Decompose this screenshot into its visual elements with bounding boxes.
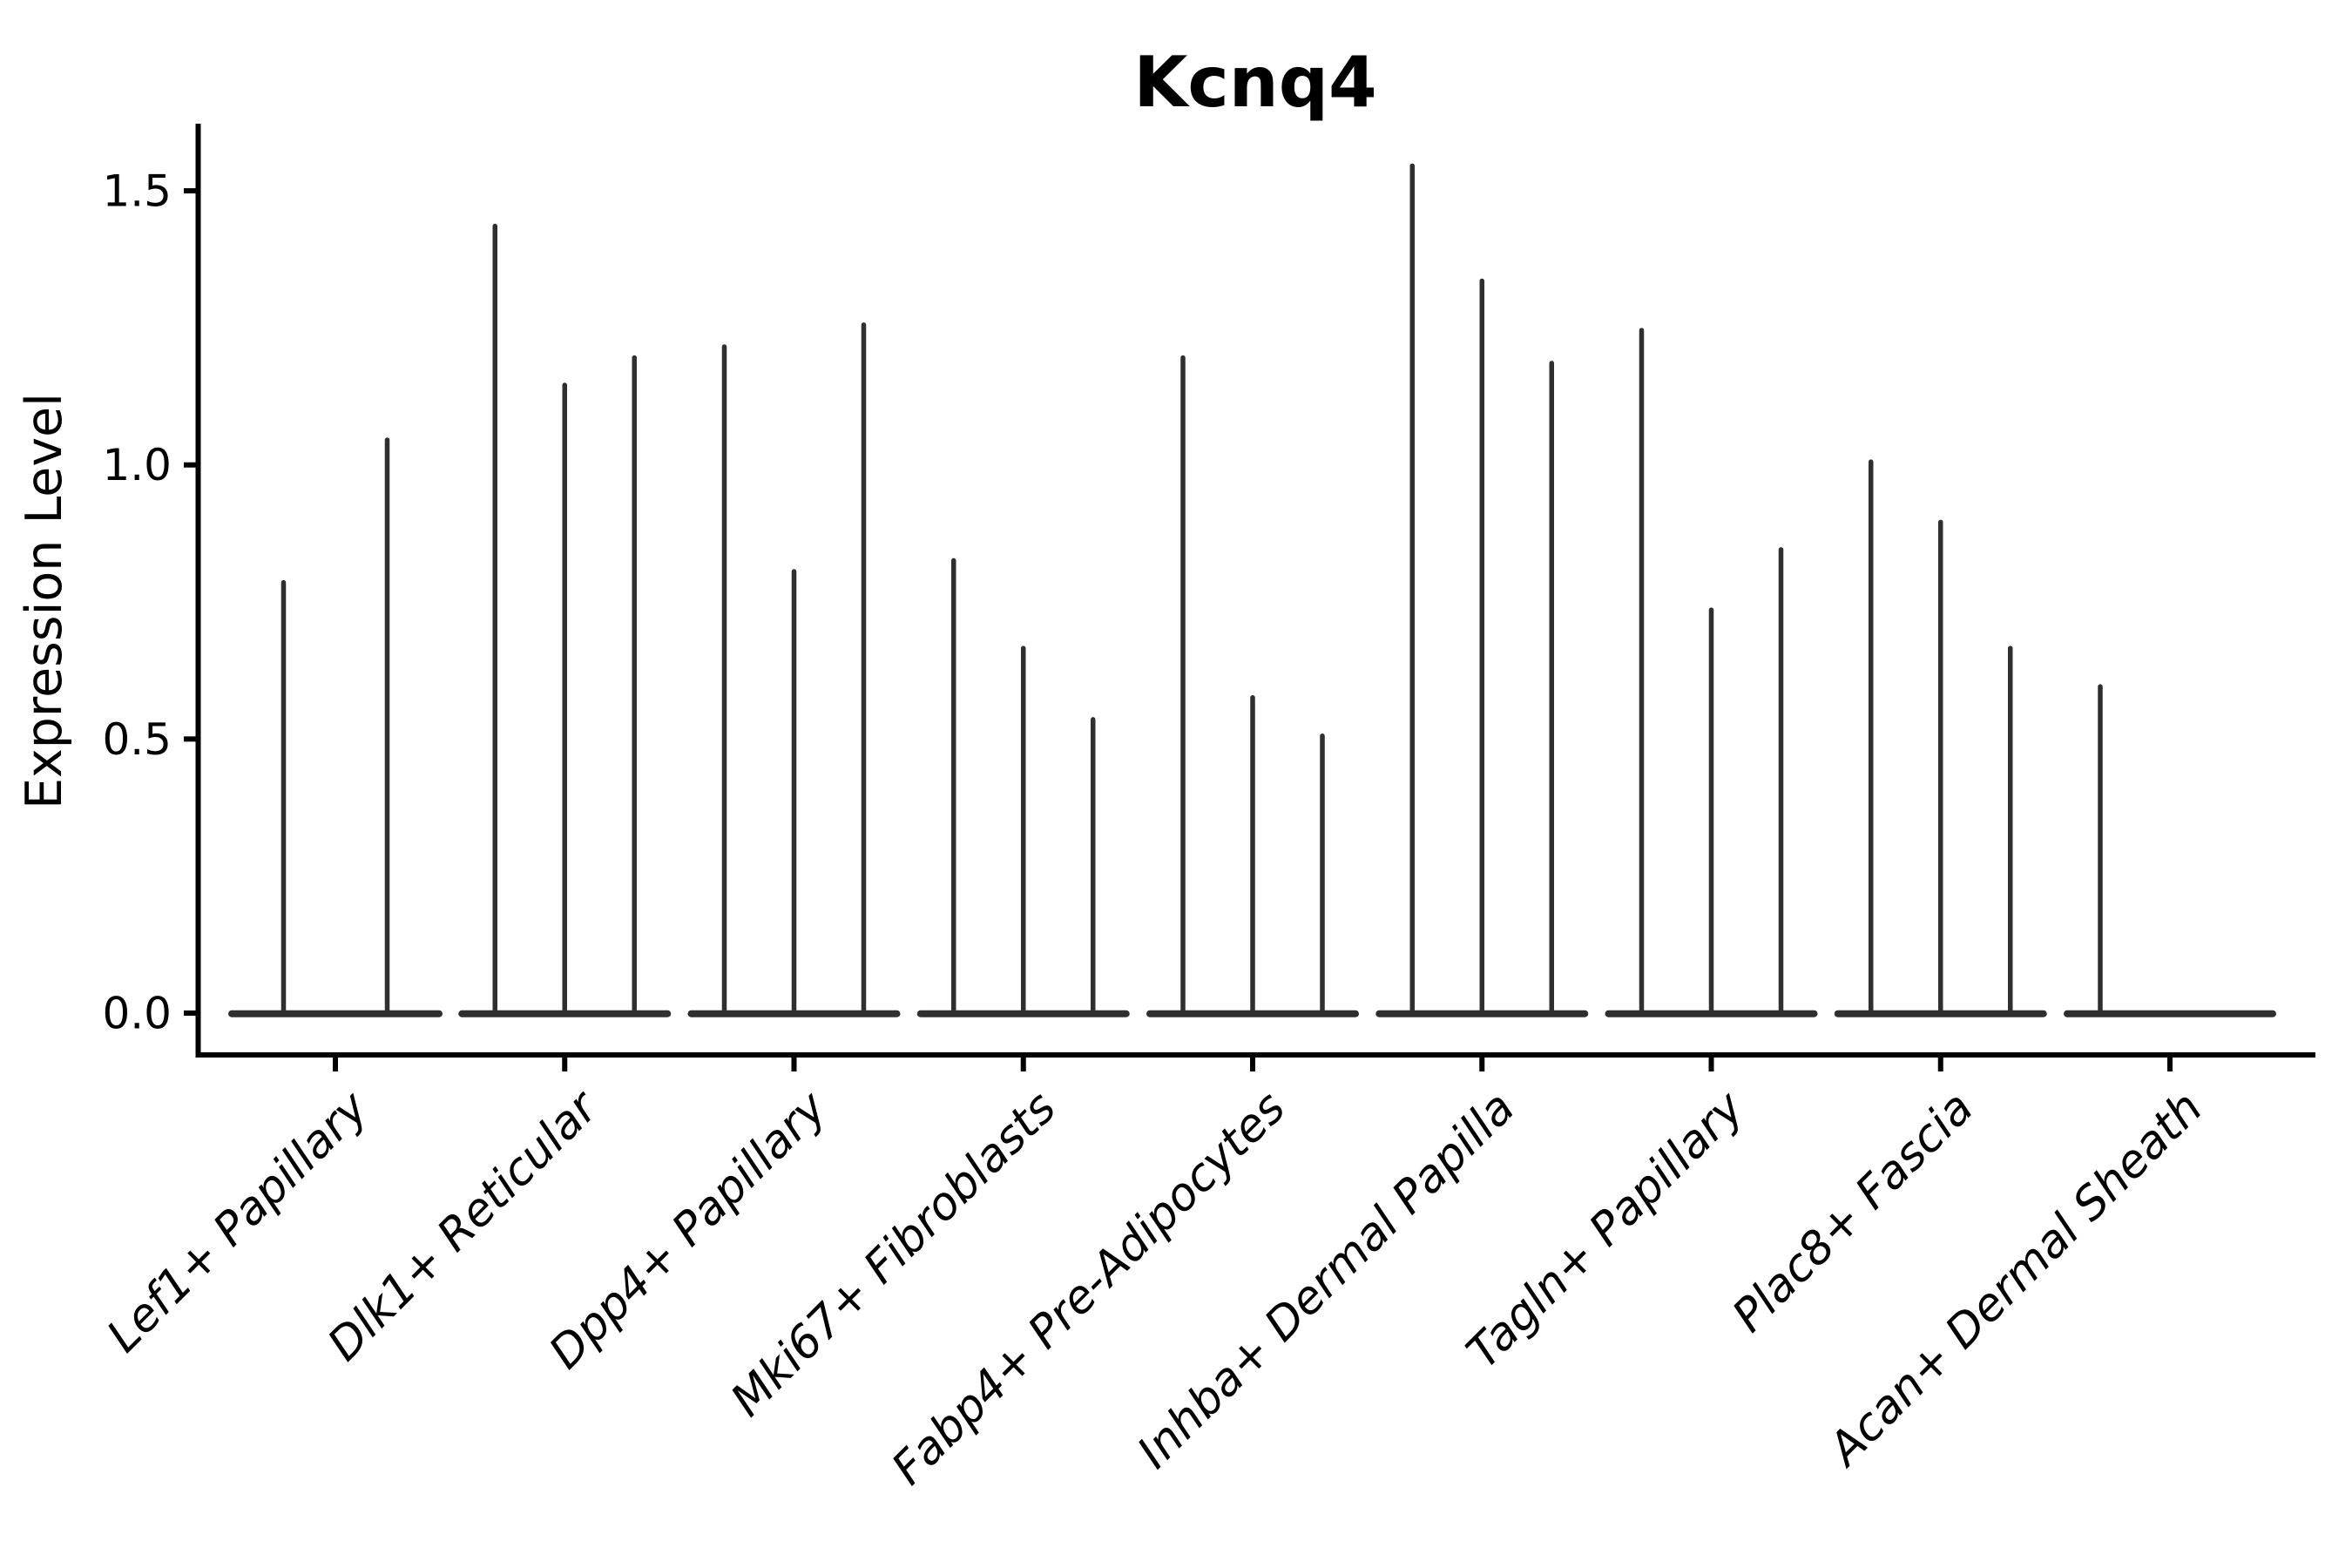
y-tick-label: 1.0 (102, 440, 172, 490)
y-tick-label: 0.0 (102, 989, 172, 1039)
x-tick (791, 1058, 797, 1071)
x-tick (1479, 1058, 1485, 1071)
y-axis-label: Expression Level (16, 393, 73, 809)
chart-title: Kcnq4 (1133, 42, 1376, 123)
x-tick (333, 1058, 338, 1071)
x-tick (2167, 1058, 2173, 1071)
x-axis-line (195, 1052, 2315, 1058)
x-tick-label: Plac8+ Fascia (1723, 1082, 1984, 1342)
x-tick (1937, 1058, 1943, 1071)
y-tick (184, 462, 196, 468)
y-axis-line (195, 124, 201, 1058)
y-tick-label: 0.5 (102, 714, 172, 765)
violins-layer (228, 163, 2276, 1017)
x-tick (1020, 1058, 1026, 1071)
violin-baseline (228, 1010, 443, 1017)
x-tick (1708, 1058, 1714, 1071)
x-tick (1250, 1058, 1255, 1071)
y-tick-label: 1.5 (102, 166, 172, 217)
y-tick (184, 1010, 196, 1016)
x-tick-label: Fabp4+ Pre-Adipocytes (882, 1082, 1296, 1496)
x-tick-label: Acan+ Dermal Sheath (1817, 1082, 2213, 1477)
x-tick-label: Inhba+ Dermal Papilla (1128, 1082, 1525, 1479)
axes: 0.0 0.5 1.0 1.5 (102, 124, 2315, 1071)
violin-baseline (2064, 1010, 2276, 1017)
y-tick (184, 188, 196, 194)
x-tick (562, 1058, 568, 1071)
y-tick (184, 736, 196, 742)
